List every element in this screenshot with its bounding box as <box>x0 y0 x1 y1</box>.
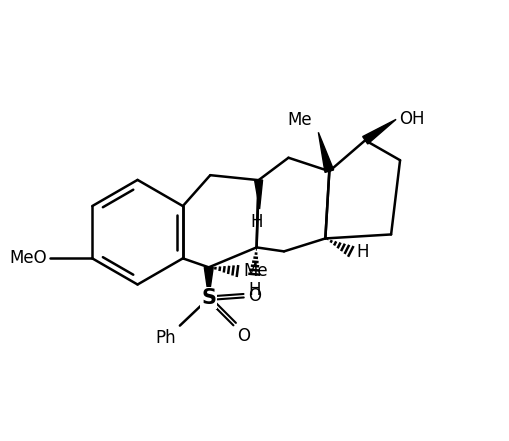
Text: Ph: Ph <box>156 329 177 347</box>
Text: Me: Me <box>288 111 313 129</box>
Text: MeO: MeO <box>10 249 47 267</box>
Polygon shape <box>318 132 333 172</box>
Text: Me: Me <box>243 262 268 280</box>
Text: H: H <box>251 213 263 231</box>
Polygon shape <box>254 180 263 209</box>
Text: H: H <box>249 281 261 299</box>
Text: OH: OH <box>400 110 425 128</box>
Text: O: O <box>247 287 261 305</box>
Text: S: S <box>201 288 216 308</box>
Text: H: H <box>356 243 369 262</box>
Text: O: O <box>237 327 250 345</box>
Polygon shape <box>363 120 396 144</box>
Polygon shape <box>204 267 213 298</box>
